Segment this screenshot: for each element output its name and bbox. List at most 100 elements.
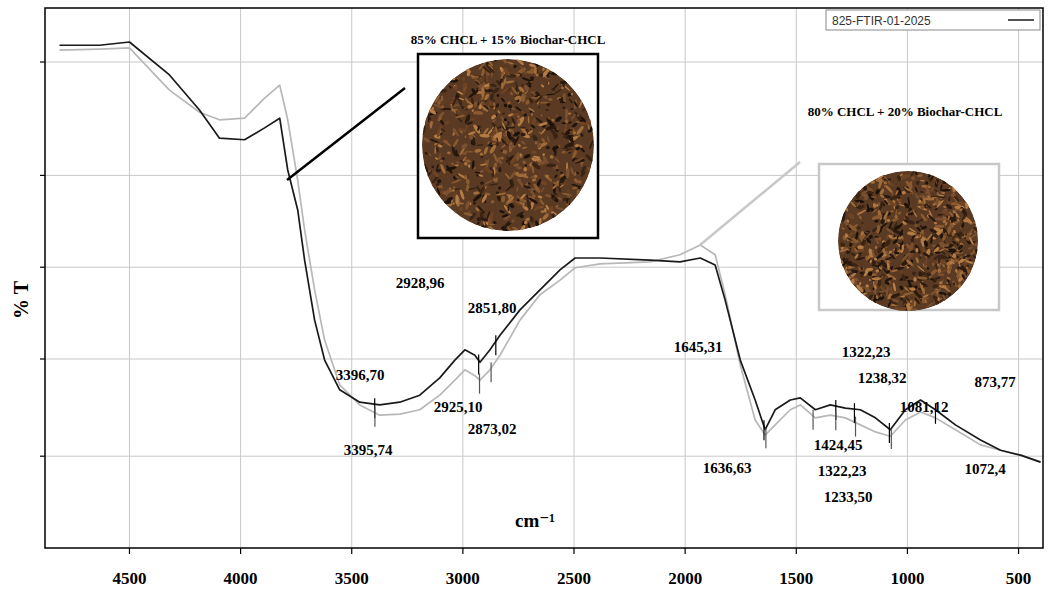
photo-speck [918, 199, 921, 203]
photo-speck [538, 199, 545, 206]
photo-speck [528, 84, 532, 88]
photo-speck [455, 114, 466, 119]
photo-speck [502, 77, 506, 86]
photo-ground [422, 59, 594, 231]
peak-marker [891, 429, 892, 449]
photo-speck [477, 205, 484, 212]
photo-speck [933, 200, 935, 202]
photo-speck [502, 132, 507, 137]
photo-speck [431, 165, 435, 169]
photo-speck [858, 215, 862, 220]
photo-speck [910, 169, 915, 176]
photo-speck [851, 243, 857, 253]
photo-speck [492, 131, 503, 140]
photo-speck [507, 104, 513, 110]
photo-speck [540, 102, 549, 104]
photo-speck [440, 132, 444, 136]
photo-speck [530, 124, 536, 129]
photo-speck [929, 252, 934, 257]
photo-speck [520, 126, 529, 135]
sample-label: 85% CHCL + 15% Biochar-CHCL [411, 32, 606, 47]
photo-speck [932, 197, 934, 200]
photo-speck [863, 293, 867, 295]
photo-speck [516, 195, 520, 198]
photo-speck [902, 191, 906, 195]
photo-frame [819, 164, 999, 310]
photo-speck [459, 189, 465, 200]
photo-speck [863, 231, 874, 239]
photo-speck [473, 101, 478, 108]
photo-speck [523, 113, 527, 117]
photo-speck [923, 240, 928, 248]
photo-speck [912, 210, 917, 218]
photo-speck [445, 196, 454, 204]
photo-speck [501, 139, 505, 143]
photo-speck [900, 242, 902, 250]
photo-speck [505, 127, 509, 131]
photo-speck [884, 239, 891, 248]
photo-speck [508, 195, 511, 199]
x-tick-label: 2500 [557, 569, 591, 588]
photo-speck [894, 190, 899, 196]
photo-speck [538, 121, 548, 127]
photo-speck [924, 265, 928, 269]
photo-speck [932, 284, 938, 288]
photo-speck [570, 127, 575, 130]
photo-speck [500, 97, 505, 102]
photo-speck [909, 252, 915, 258]
photo-speck [477, 82, 486, 91]
x-tick-label: 4500 [112, 569, 146, 588]
photo-speck [959, 208, 964, 212]
photo-speck [533, 155, 541, 158]
photo-speck [494, 167, 499, 174]
photo-speck [885, 277, 893, 283]
photo-speck [952, 185, 956, 193]
photo-speck [521, 84, 524, 87]
photo-speck [505, 200, 515, 206]
peak-marker [478, 354, 479, 374]
photo-speck [880, 259, 889, 269]
photo-speck [571, 157, 576, 162]
photo-speck [499, 126, 501, 129]
photo-speck [912, 271, 916, 275]
photo-speck [462, 77, 465, 82]
photo-speck [871, 249, 876, 260]
photo-speck [917, 265, 925, 272]
photo-speck [940, 184, 943, 191]
photo-speck [919, 229, 925, 235]
photo-speck [916, 223, 921, 226]
photo-speck [517, 143, 521, 147]
peak-marker [854, 403, 855, 423]
photo-speck [420, 125, 427, 136]
photo-speck [528, 195, 535, 200]
photo-speck [473, 191, 480, 195]
photo-speck [456, 161, 460, 164]
photo-speck [436, 169, 442, 173]
photo-speck [501, 156, 504, 160]
x-tick-label: 1000 [890, 569, 924, 588]
photo-speck [838, 248, 848, 253]
photo-speck [479, 169, 484, 174]
photo-speck [490, 114, 497, 121]
photo-image [420, 57, 595, 234]
photo-speck [848, 223, 858, 232]
photo-speck [500, 115, 509, 125]
photo-speck [960, 256, 962, 259]
photo-speck [462, 82, 469, 89]
photo-speck [941, 279, 944, 287]
photo-speck [565, 168, 570, 178]
photo-speck [481, 194, 488, 204]
photo-speck [886, 198, 896, 207]
photo-speck [484, 100, 487, 102]
x-grid-line [240, 8, 241, 548]
photo-speck [897, 198, 902, 203]
photo-speck [957, 256, 967, 265]
photo-speck [937, 214, 943, 216]
photo-speck [502, 112, 505, 115]
photo-speck [492, 119, 497, 123]
sample-photo [700, 162, 999, 313]
x-grid-line [129, 8, 130, 548]
photo-speck [522, 202, 524, 209]
x-tick-label: 4000 [224, 569, 258, 588]
photo-speck [855, 284, 864, 294]
